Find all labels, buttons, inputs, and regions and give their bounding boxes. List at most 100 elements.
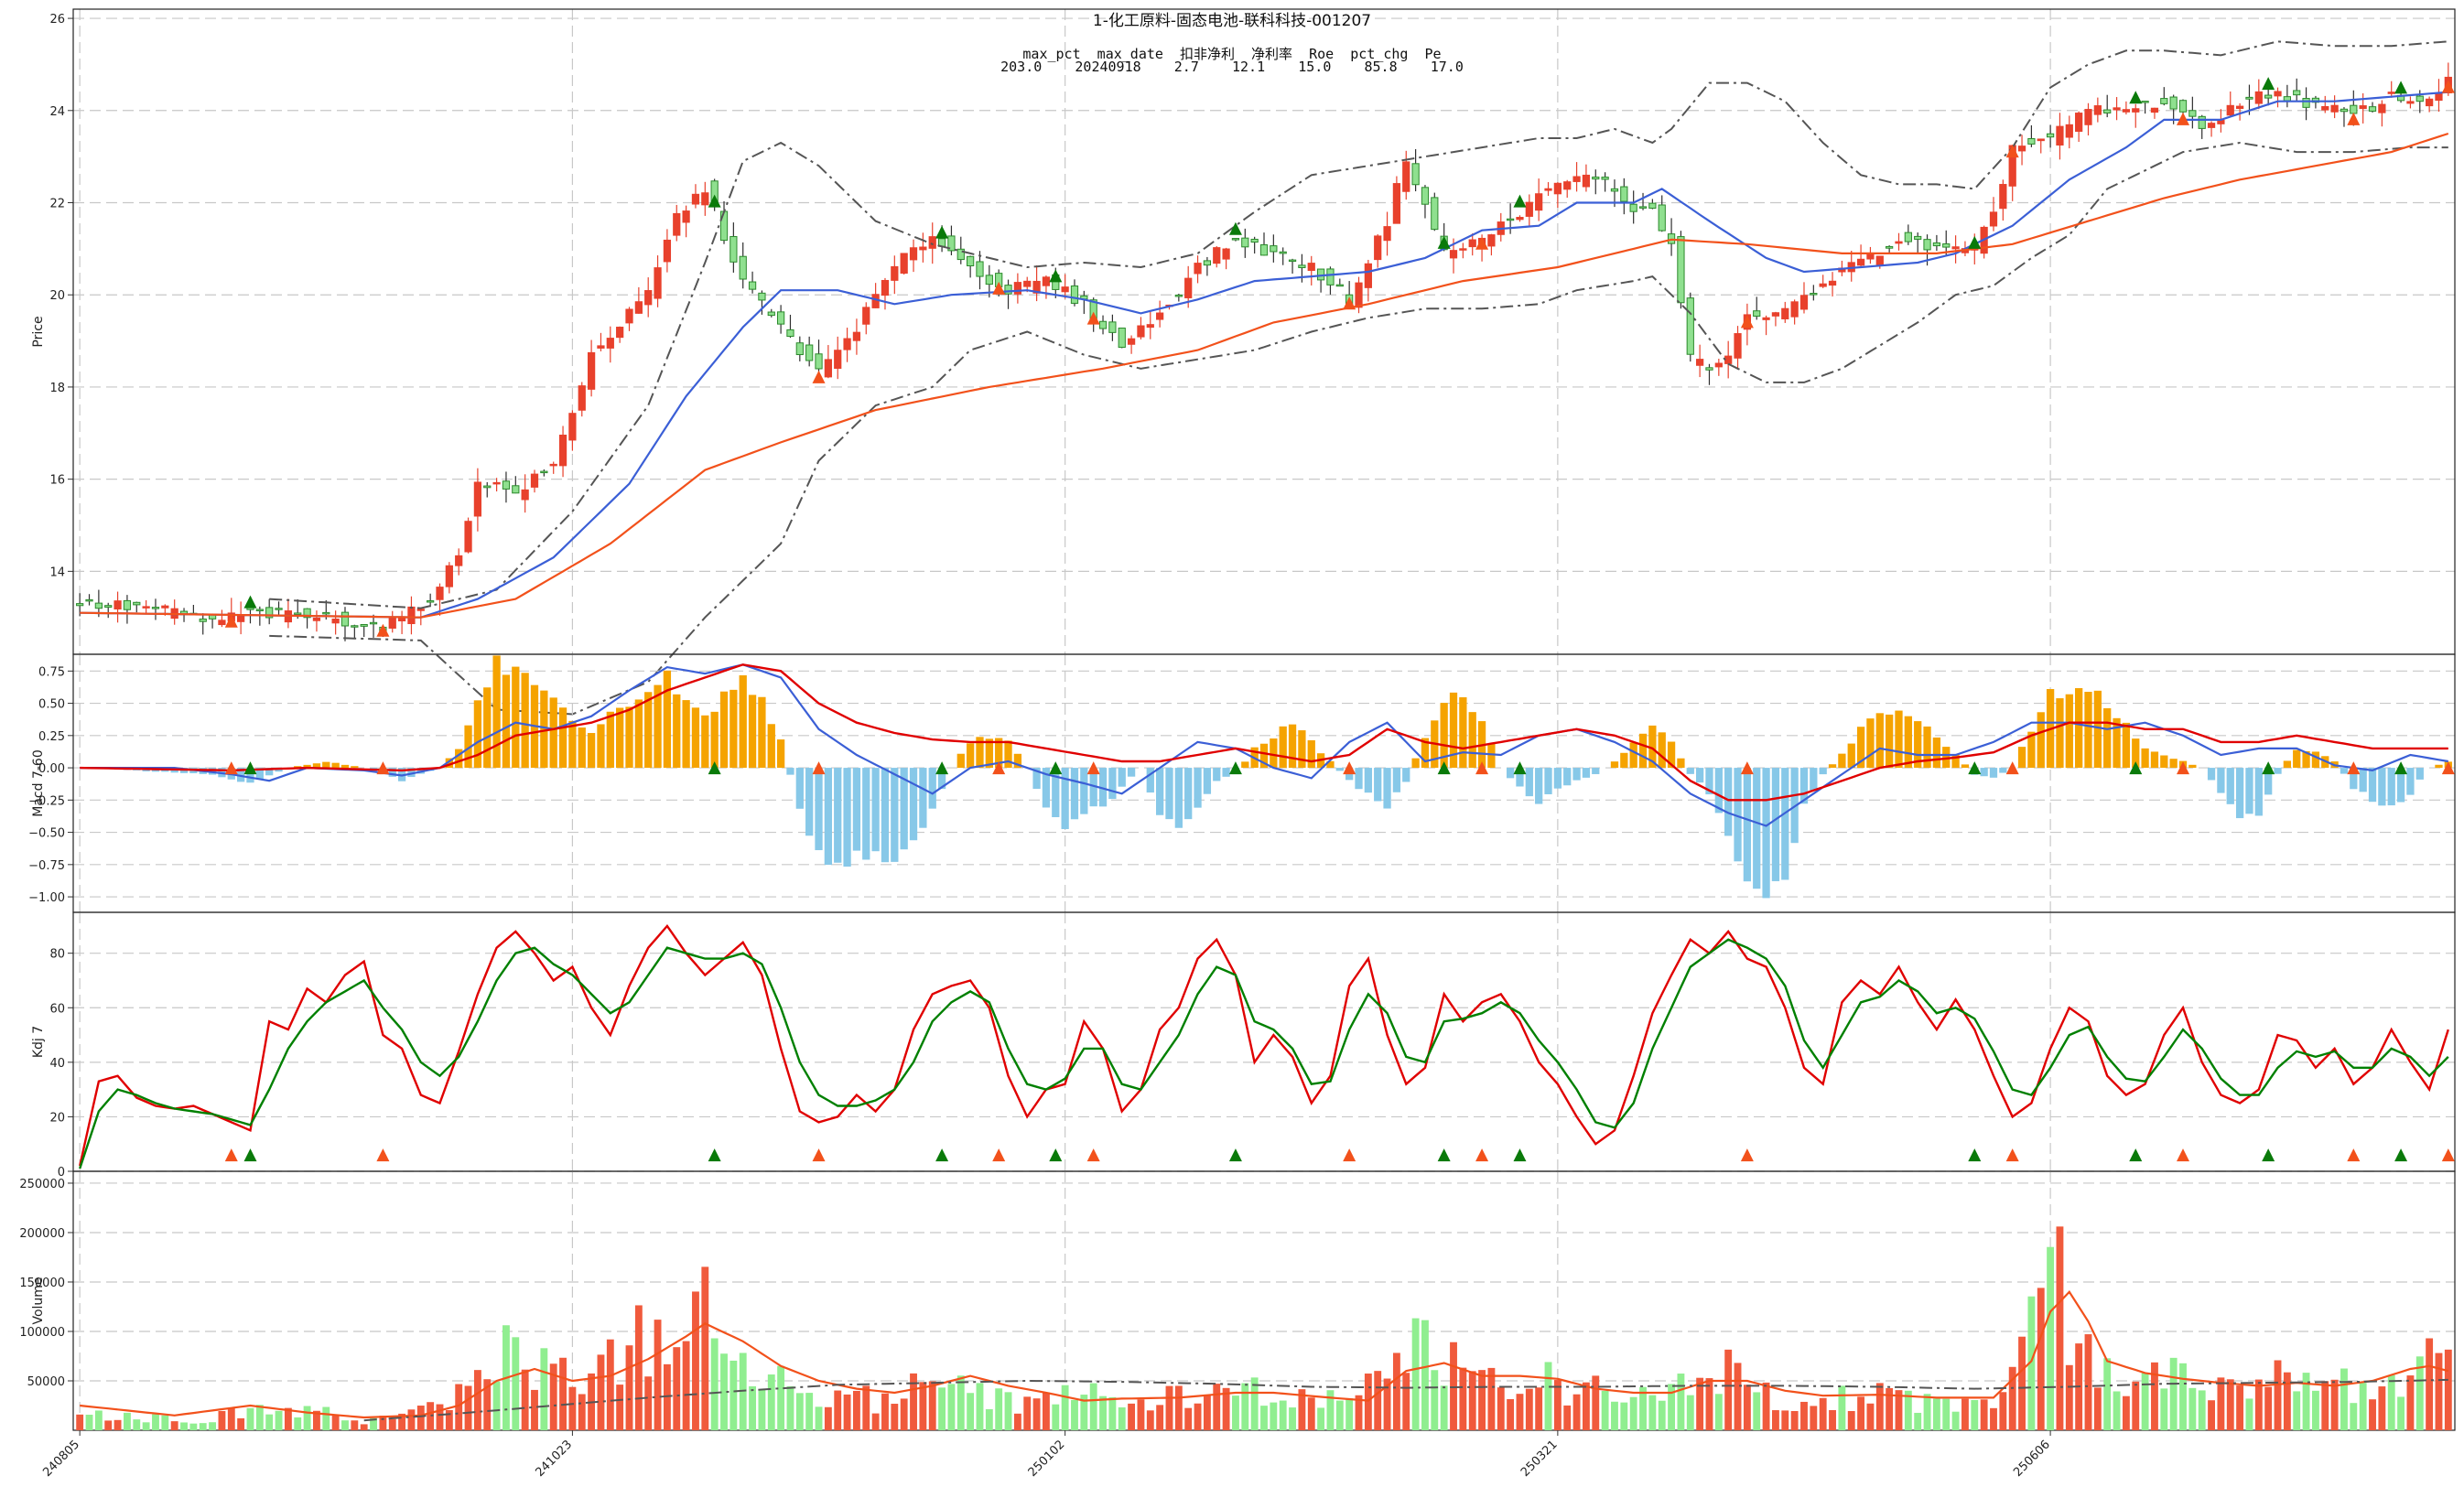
candle-body: [1099, 321, 1106, 329]
candle-body: [1119, 329, 1125, 348]
volume-bar: [701, 1266, 708, 1430]
candle-body: [1232, 239, 1238, 241]
macd-hist-bar: [1071, 768, 1078, 819]
volume-bar: [1677, 1374, 1684, 1430]
candle-body: [2170, 97, 2177, 109]
candle-body: [2123, 110, 2129, 113]
macd-hist-bar: [701, 716, 708, 768]
macd-hist-bar: [1393, 768, 1400, 792]
macd-hist-bar: [1507, 768, 1514, 778]
macd-hist-bar: [474, 700, 481, 768]
candle-body: [550, 464, 557, 466]
candle-body: [1460, 249, 1466, 251]
candle-body: [1194, 264, 1201, 274]
candle-body: [2322, 106, 2329, 110]
candle-body: [1630, 204, 1637, 211]
volume-bar: [995, 1388, 1002, 1430]
volume-bar: [1848, 1411, 1855, 1430]
candle-body: [1403, 162, 1410, 191]
candle-body: [1157, 313, 1163, 319]
volume-bar: [1820, 1398, 1827, 1430]
candle-body: [2151, 108, 2157, 112]
price-buy-marker: [2347, 113, 2360, 125]
candle-body: [1109, 322, 1116, 333]
volume-bar: [1280, 1401, 1287, 1430]
candle-body: [626, 309, 632, 323]
macd-hist-bar: [2151, 751, 2158, 768]
candle-body: [844, 339, 850, 350]
volume-bar: [228, 1408, 235, 1430]
candle-body: [1810, 294, 1817, 296]
candle-body: [806, 345, 813, 361]
macd-hist-bar: [607, 712, 614, 768]
volume-bar: [209, 1422, 216, 1430]
macd-hist-bar: [2094, 691, 2102, 768]
volume-bar: [171, 1421, 178, 1430]
volume-bar: [1138, 1399, 1145, 1430]
volume-bar: [2255, 1380, 2263, 1430]
candle-body: [1876, 256, 1883, 264]
candle-body: [607, 339, 613, 349]
volume-bar: [379, 1416, 386, 1430]
volume-bar: [237, 1418, 244, 1430]
volume-bar: [2340, 1369, 2348, 1430]
vol-ytick-label: 100000: [19, 1326, 65, 1340]
candle-body: [957, 249, 964, 259]
macd-hist-bar: [2274, 768, 2281, 774]
candle-body: [1365, 264, 1371, 287]
candle-body: [929, 237, 935, 249]
candle-body: [474, 482, 481, 516]
volume-bar: [816, 1406, 823, 1430]
volume-bar: [1156, 1405, 1163, 1430]
macd-hist-bar: [1563, 768, 1571, 785]
volume-bar: [2199, 1390, 2206, 1430]
volume-bar: [322, 1407, 330, 1430]
candle-body: [1223, 249, 1229, 259]
candle-body: [2113, 108, 2120, 110]
volume-bar: [1365, 1374, 1372, 1430]
macd-hist-bar: [1933, 738, 1940, 768]
macd-hist-bar: [1905, 717, 1912, 768]
volume-bar: [711, 1339, 719, 1430]
candle-body: [124, 600, 130, 609]
macd-hist-bar: [881, 768, 889, 862]
macd-hist-bar: [1355, 768, 1362, 789]
kdj-ytick-label: 40: [49, 1057, 65, 1071]
macd-ytick-label: −0.75: [28, 859, 65, 873]
macd-hist-bar: [1981, 768, 1988, 776]
price-ytick-label: 14: [49, 566, 65, 579]
macd-hist-bar: [1772, 768, 1779, 881]
macd-hist-bar: [588, 733, 595, 768]
macd-hist-bar: [2037, 712, 2045, 768]
volume-bar: [1308, 1397, 1315, 1430]
candle-body: [986, 275, 992, 285]
volume-bar: [408, 1409, 416, 1430]
macd-hist-bar: [1280, 727, 1287, 768]
candle-body: [1393, 184, 1400, 224]
candle-body: [559, 436, 566, 466]
kdj-buy-marker: [376, 1148, 389, 1161]
kdj-buy-marker: [2006, 1148, 2019, 1161]
volume-bar: [493, 1382, 501, 1430]
candle-body: [2416, 96, 2423, 102]
volume-bar: [834, 1391, 841, 1430]
volume-bar: [361, 1424, 368, 1430]
candle-body: [702, 193, 708, 205]
candle-body: [1336, 285, 1343, 286]
volume-bar: [1744, 1385, 1751, 1430]
volume-bar: [1128, 1404, 1135, 1430]
candle-body: [105, 606, 112, 608]
macd-ylabel: Macd 7-60: [31, 749, 46, 816]
volume-bar: [1119, 1407, 1126, 1430]
candle-body: [1715, 363, 1722, 367]
macd-hist-bar: [1108, 768, 1116, 799]
macd-hist-bar: [1620, 753, 1627, 768]
candle-body: [796, 343, 803, 355]
macd-hist-bar: [1630, 742, 1637, 768]
candle-body: [1829, 281, 1835, 285]
candle-body: [777, 312, 784, 324]
volume-bar: [104, 1420, 112, 1430]
volume-bar: [276, 1411, 283, 1430]
volume-bar: [1535, 1387, 1542, 1430]
vol-ylabel: Volume: [31, 1277, 46, 1324]
